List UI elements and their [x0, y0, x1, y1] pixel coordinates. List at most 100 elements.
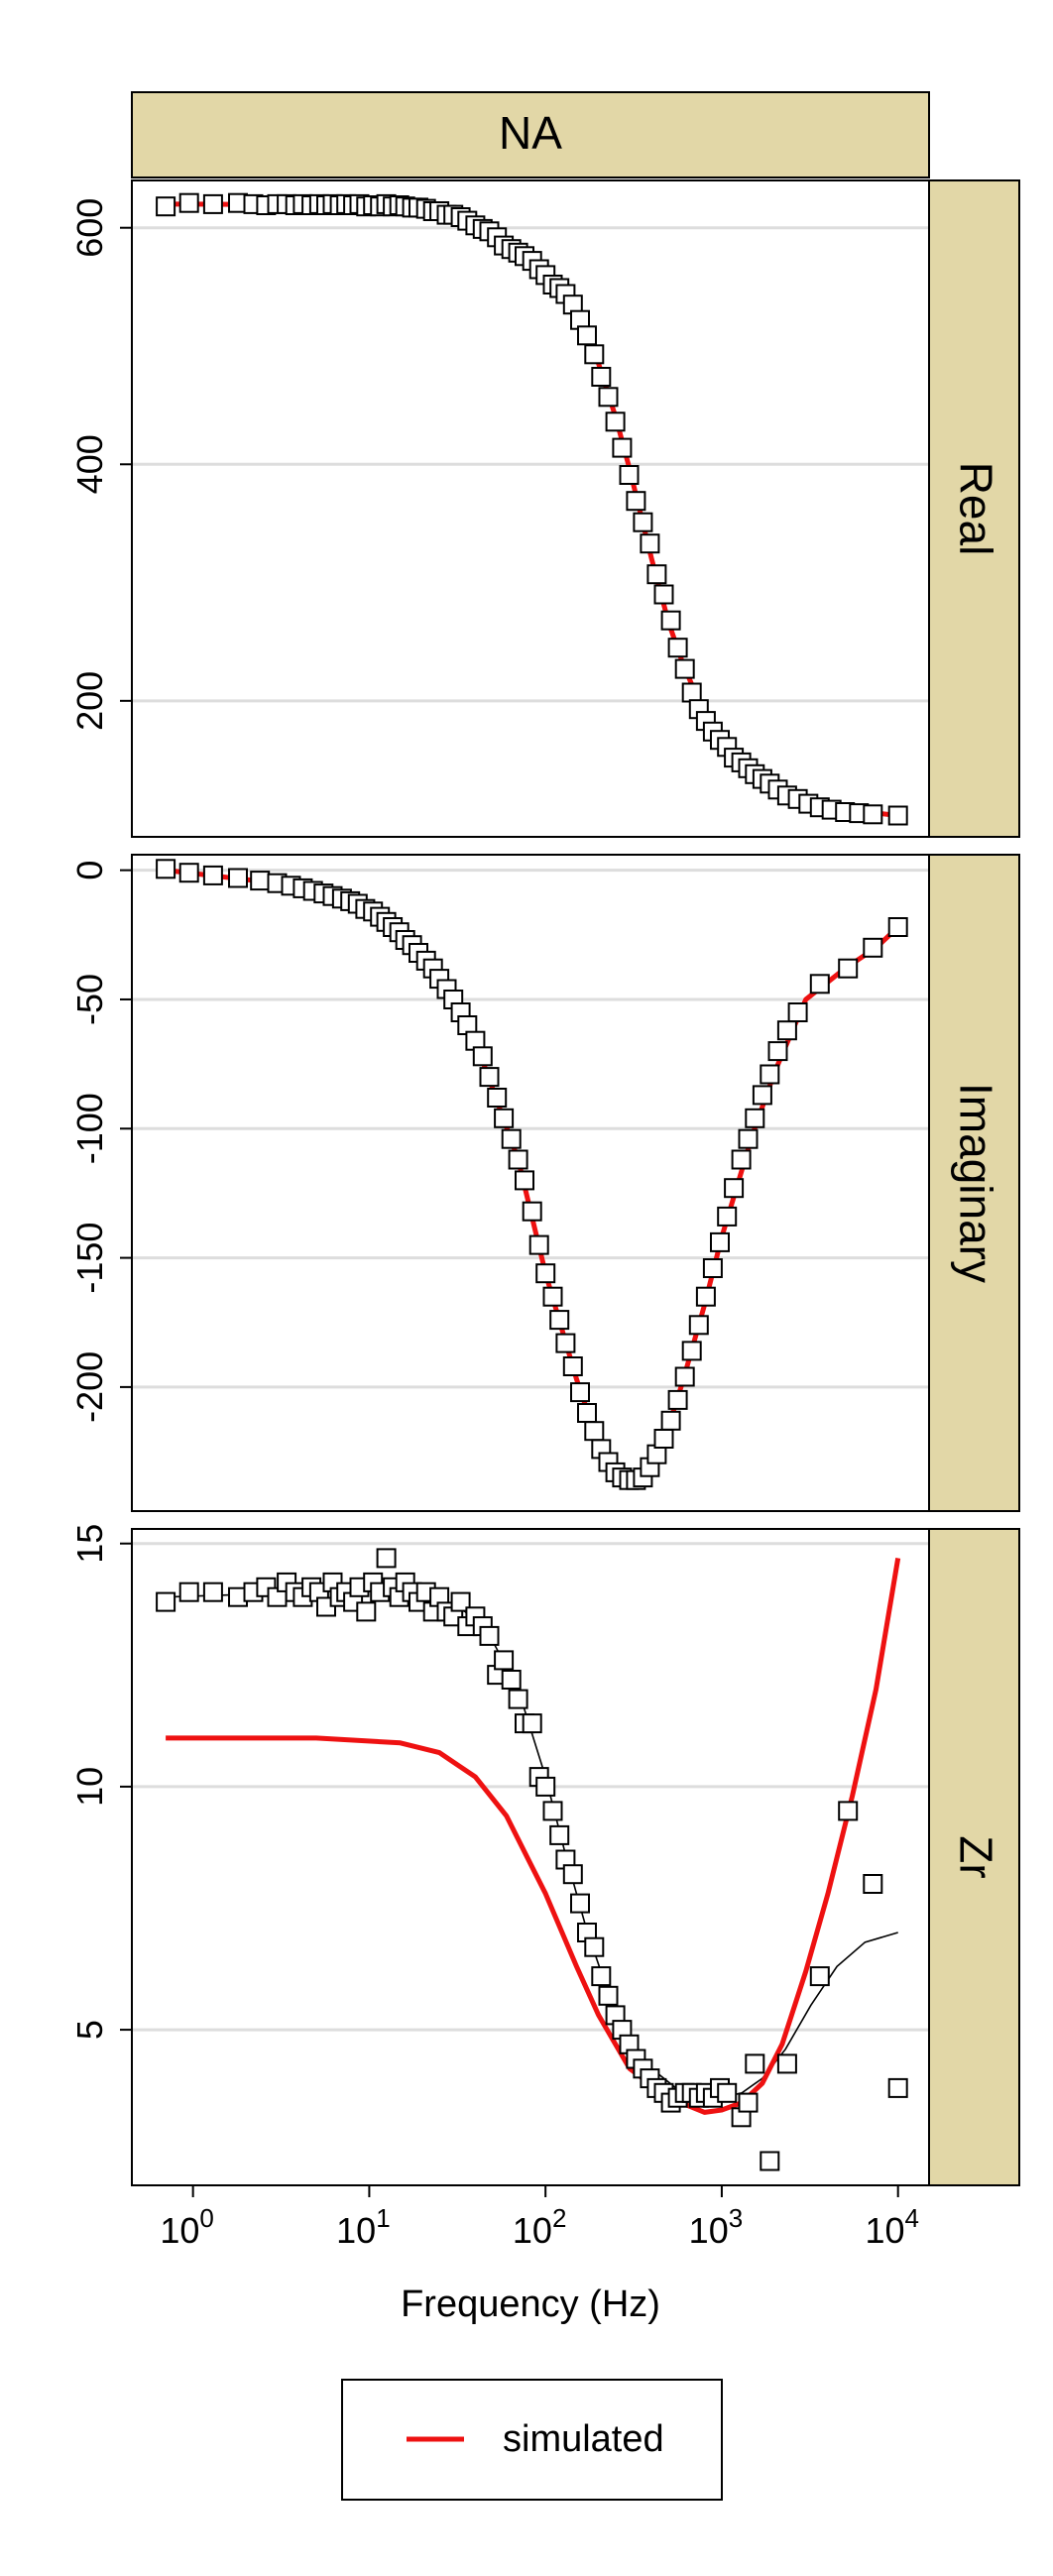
observed-point-real-57: [626, 491, 646, 512]
x-tick-label-1: 101: [336, 2203, 391, 2251]
y-tick-label-real-1: 400: [69, 434, 110, 494]
legend: simulated: [341, 2379, 723, 2501]
observed-point-imaginary-2: [202, 865, 223, 885]
observed-point-zr-79: [887, 2077, 908, 2098]
observed-point-real-59: [640, 533, 660, 554]
observed-point-imaginary-33: [487, 1088, 508, 1108]
observed-point-imaginary-63: [695, 1286, 716, 1307]
x-tick-label-0: 100: [160, 2203, 214, 2251]
observed-point-zr-73: [745, 2053, 765, 2074]
observed-point-zr-45: [542, 1801, 563, 1821]
y-tick-label-zr-2: 15: [69, 1524, 110, 1564]
panel-strip-zr: [928, 1528, 1020, 2186]
observed-point-imaginary-65: [710, 1231, 730, 1252]
observed-point-zr-39: [501, 1670, 522, 1690]
observed-point-real-1: [178, 192, 199, 213]
observed-point-zr-1: [178, 1581, 199, 1602]
observed-point-imaginary-40: [535, 1263, 556, 1284]
observed-points: [156, 192, 908, 2171]
observed-point-imaginary-36: [508, 1149, 528, 1170]
observed-point-real-58: [633, 512, 653, 532]
strip-title: NA: [499, 107, 562, 159]
observed-point-real-50: [577, 325, 597, 346]
axes: 200 400 600 0 -50 -100 -150 -200 5 10 15 100 101 102 1…: [69, 180, 929, 2251]
observed-point-imaginary-41: [542, 1286, 563, 1307]
observed-point-zr-36: [479, 1625, 500, 1646]
observed-point-imaginary-32: [479, 1067, 500, 1088]
observed-point-real-86: [887, 805, 908, 826]
observed-point-imaginary-68: [731, 1149, 752, 1170]
y-tick-label-imaginary-3: -150: [69, 1223, 110, 1294]
panel-frame-zr: [131, 1528, 930, 2186]
observed-point-zr-48: [562, 1864, 583, 1885]
observed-point-real-2: [202, 193, 223, 214]
panel-strip-real: [928, 179, 1020, 838]
observed-point-imaginary-61: [681, 1341, 702, 1361]
observed-point-imaginary-66: [717, 1206, 738, 1227]
observed-point-imaginary-34: [494, 1108, 515, 1128]
y-tick-label-imaginary-4: -200: [69, 1351, 110, 1423]
observed-point-imaginary-70: [745, 1108, 765, 1128]
observed-point-zr-76: [809, 1966, 830, 1987]
observed-point-imaginary-0: [156, 859, 176, 879]
legend-box: [341, 2379, 723, 2501]
observed-point-real-0: [156, 196, 176, 217]
x-tick-label-3: 103: [689, 2203, 744, 2251]
observed-point-imaginary-72: [760, 1064, 780, 1085]
panel-strip-label-real: Real: [951, 462, 1002, 556]
observed-point-zr-2: [202, 1581, 223, 1602]
observed-point-zr-0: [156, 1591, 176, 1612]
observed-point-imaginary-62: [688, 1315, 709, 1336]
observed-point-imaginary-37: [515, 1170, 534, 1191]
observed-point-zr-46: [549, 1824, 570, 1845]
observed-point-imaginary-69: [738, 1128, 759, 1149]
simulated-curve-real: [166, 201, 898, 818]
legend-label-simulated: simulated: [503, 2418, 664, 2460]
y-tick-label-real-0: 200: [69, 671, 110, 731]
observed-point-real-51: [584, 344, 605, 365]
observed-point-real-55: [612, 437, 633, 458]
gridlines: [132, 226, 929, 2032]
observed-point-imaginary-73: [767, 1041, 788, 1062]
y-tick-label-zr-0: 5: [69, 2020, 110, 2040]
observed-point-real-85: [863, 804, 883, 825]
observed-point-imaginary-75: [787, 1002, 808, 1022]
observed-point-imaginary-35: [501, 1128, 522, 1149]
observed-point-zr-52: [591, 1966, 612, 1987]
observed-point-imaginary-38: [522, 1201, 542, 1222]
observed-point-imaginary-44: [562, 1356, 583, 1376]
observed-point-zr-32: [450, 1591, 471, 1612]
y-tick-label-zr-1: 10: [69, 1767, 110, 1807]
observed-point-real-62: [660, 610, 681, 631]
y-tick-label-imaginary-2: -100: [69, 1093, 110, 1164]
y-tick-label-real-2: 600: [69, 198, 110, 258]
observed-point-zr-40: [508, 1689, 528, 1709]
observed-point-zr-44: [535, 1776, 556, 1797]
observed-point-real-54: [605, 411, 626, 432]
strip-header: [131, 91, 930, 178]
observed-point-real-61: [653, 584, 674, 605]
observed-point-imaginary-74: [776, 1020, 797, 1041]
observed-point-zr-53: [598, 1985, 619, 2006]
observed-point-imaginary-4: [250, 871, 271, 891]
observed-point-real-63: [667, 638, 688, 658]
observed-point-imaginary-58: [660, 1410, 681, 1431]
x-tick-label-4: 104: [865, 2203, 919, 2251]
observed-point-imaginary-43: [555, 1333, 576, 1353]
x-axis-label: Frequency (Hz): [401, 2283, 660, 2325]
observed-point-real-53: [598, 387, 619, 408]
observed-point-imaginary-59: [667, 1389, 688, 1410]
observed-point-zr-51: [584, 1936, 605, 1957]
observed-point-zr-72: [738, 2092, 759, 2113]
observed-point-zr-42: [522, 1713, 542, 1734]
observed-point-imaginary-46: [577, 1403, 597, 1423]
panel-strip-label-zr: Zr: [951, 1835, 1002, 1878]
observed-point-zr-18: [356, 1601, 377, 1622]
observed-point-imaginary-57: [653, 1429, 674, 1449]
y-tick-label-imaginary-1: -50: [69, 974, 110, 1025]
observed-point-imaginary-78: [863, 937, 883, 958]
observed-point-zr-78: [863, 1874, 883, 1894]
observed-point-imaginary-3: [228, 868, 248, 888]
observed-point-imaginary-1: [178, 863, 199, 883]
observed-point-real-52: [591, 367, 612, 387]
